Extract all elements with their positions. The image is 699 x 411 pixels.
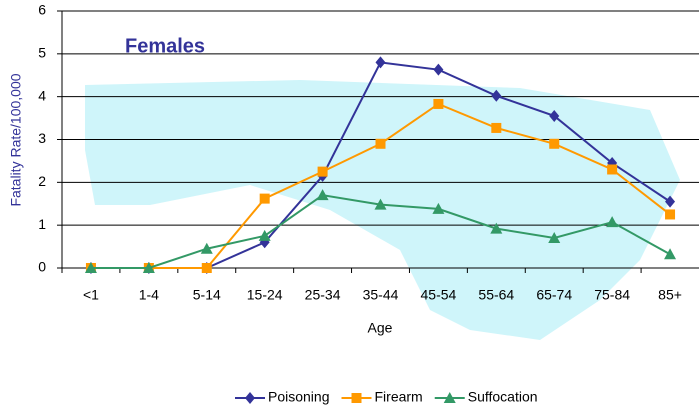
data-point: [376, 139, 386, 149]
data-point: [376, 56, 386, 68]
chart: Females Fatality Rate/100,000 Age 012345…: [0, 0, 699, 411]
y-tick-label: 4: [38, 87, 46, 103]
data-point: [433, 99, 443, 109]
data-point: [433, 64, 443, 76]
x-tick-label: <1: [83, 287, 99, 303]
y-tick-label: 1: [38, 216, 46, 232]
data-point: [259, 230, 271, 241]
data-point: [549, 139, 559, 149]
x-tick-label: 55-64: [478, 287, 514, 303]
legend-label: Poisoning: [268, 389, 330, 405]
legend-label: Suffocation: [468, 389, 538, 405]
y-tick-label: 6: [38, 2, 46, 18]
page: Females Fatality Rate/100,000 Age 012345…: [0, 0, 699, 411]
data-point: [607, 164, 617, 174]
legend-marker: [352, 393, 362, 403]
x-axis-label: Age: [368, 320, 393, 336]
y-tick-label: 3: [38, 130, 46, 146]
x-tick-label: 75-84: [594, 287, 630, 303]
data-point: [318, 167, 328, 177]
y-tick-label: 2: [38, 173, 46, 189]
data-point: [665, 209, 675, 219]
data-point: [491, 123, 501, 133]
data-point: [664, 248, 676, 259]
data-point: [202, 263, 212, 273]
x-tick-label: 85+: [658, 287, 682, 303]
x-tick-label: 5-14: [193, 287, 221, 303]
x-tick-label: 45-54: [421, 287, 457, 303]
y-axis-label: Fatality Rate/100,000: [8, 73, 24, 206]
y-tick-label: 5: [38, 45, 46, 61]
x-tick-label: 1-4: [139, 287, 159, 303]
x-tick-label: 25-34: [305, 287, 341, 303]
data-point: [260, 194, 270, 204]
legend-marker: [245, 392, 255, 404]
legend-label: Firearm: [375, 389, 423, 405]
x-tick-label: 65-74: [536, 287, 572, 303]
x-tick-label: 35-44: [363, 287, 399, 303]
x-tick-label: 15-24: [247, 287, 283, 303]
y-tick-label: 0: [38, 259, 46, 275]
